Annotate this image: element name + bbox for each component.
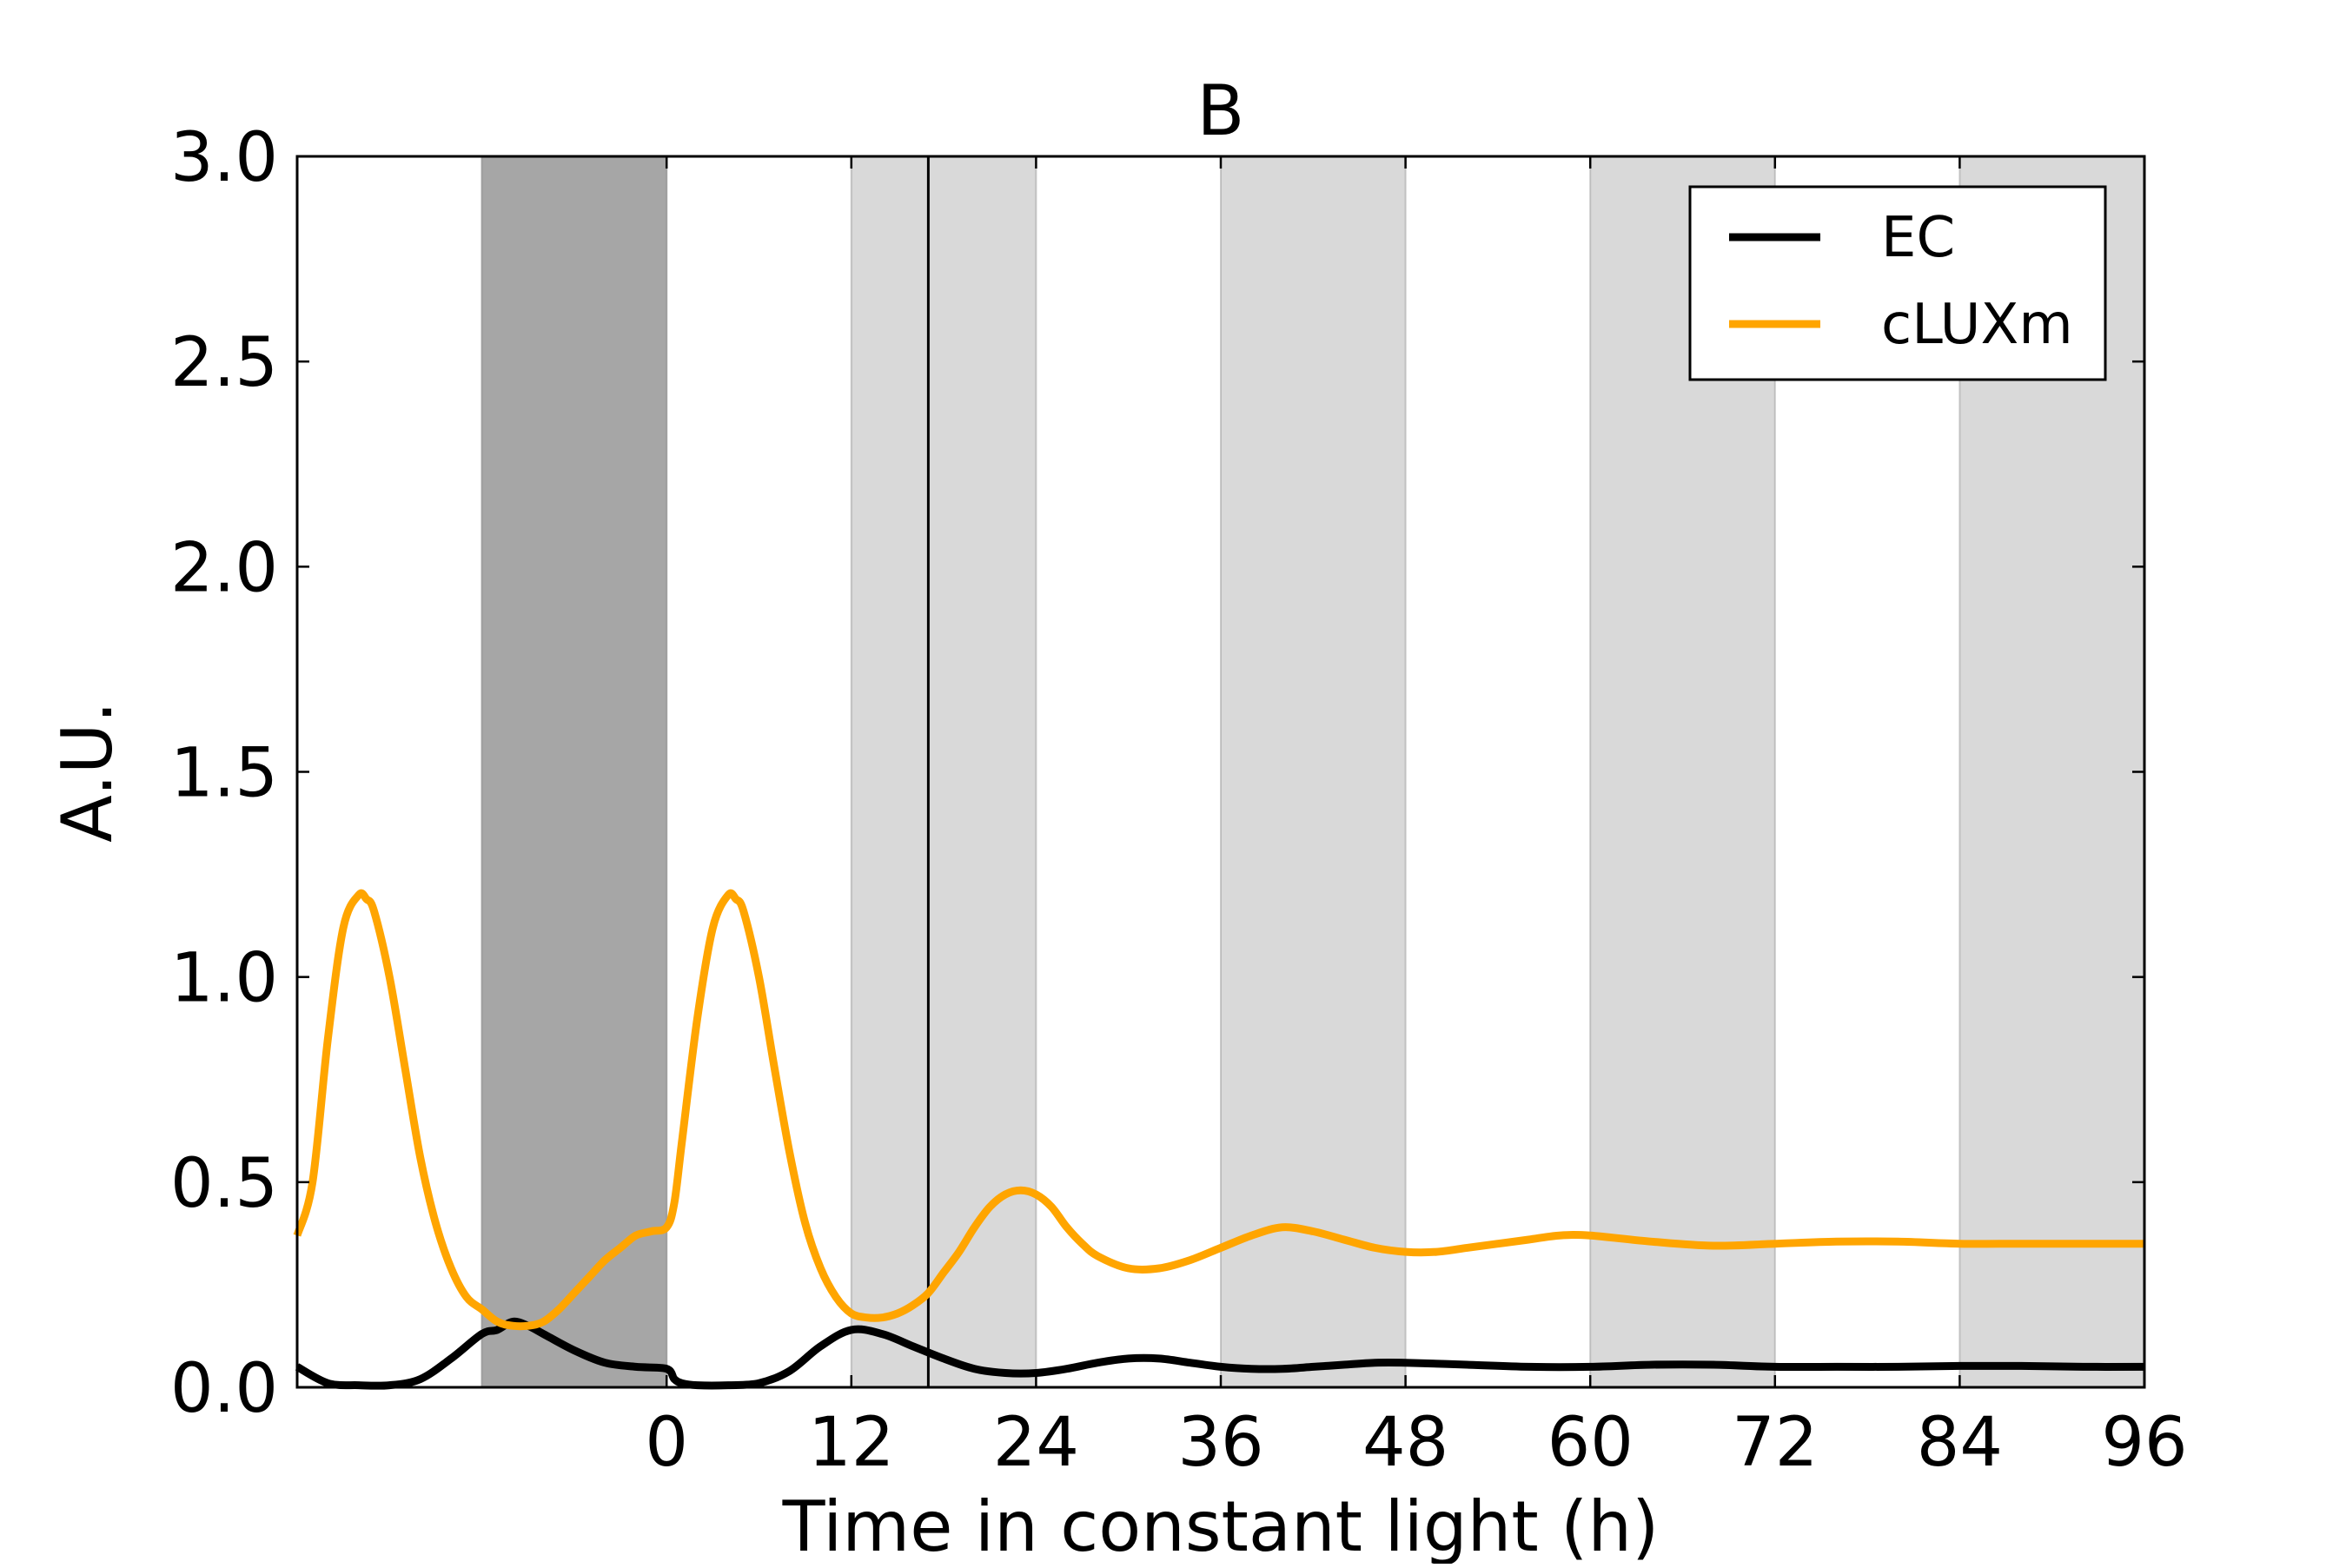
x-tick-label: 60 — [1547, 1404, 1634, 1482]
x-tick-label: 96 — [2101, 1404, 2187, 1482]
y-tick-label: 2.0 — [170, 529, 278, 607]
y-tick-label: 0.5 — [170, 1145, 278, 1223]
y-axis-ticks: 0.0 0.5 1.0 1.5 2.0 2.5 3.0 — [170, 119, 2144, 1428]
x-axis-ticks: 0 12 24 36 48 60 72 84 96 — [645, 156, 2188, 1482]
y-axis-label: A.U. — [47, 701, 128, 843]
legend: EC cLUXm — [1688, 185, 2107, 381]
series-line-cluxm — [293, 889, 2144, 1331]
chart-title: B — [1197, 70, 1245, 151]
x-tick-label: 12 — [808, 1404, 894, 1482]
x-tick-label: 24 — [993, 1404, 1079, 1482]
legend-items: EC cLUXm — [1729, 206, 2073, 357]
x-tick-label: 36 — [1177, 1404, 1263, 1482]
legend-box — [1688, 185, 2107, 381]
y-tick-label: 0.0 — [170, 1350, 278, 1428]
legend-label-ec: EC — [1881, 206, 1955, 270]
y-tick-label: 2.5 — [170, 324, 278, 402]
x-axis-label: Time in constant light (h) — [782, 1486, 1660, 1564]
y-tick-label: 3.0 — [170, 119, 278, 197]
y-tick-label: 1.5 — [170, 735, 278, 813]
x-tick-label: 48 — [1362, 1404, 1448, 1482]
x-tick-label: 72 — [1732, 1404, 1818, 1482]
y-tick-label: 1.0 — [170, 940, 278, 1018]
series-lines — [293, 889, 2145, 1390]
x-tick-label: 84 — [1917, 1404, 2003, 1482]
x-tick-label: 0 — [645, 1404, 688, 1482]
shaded-region-dark-0 — [480, 155, 668, 1388]
legend-label-cluxm: cLUXm — [1881, 293, 2073, 357]
shaded-region-light-2 — [1220, 155, 1407, 1388]
shaded-region-light-1 — [850, 155, 1037, 1388]
